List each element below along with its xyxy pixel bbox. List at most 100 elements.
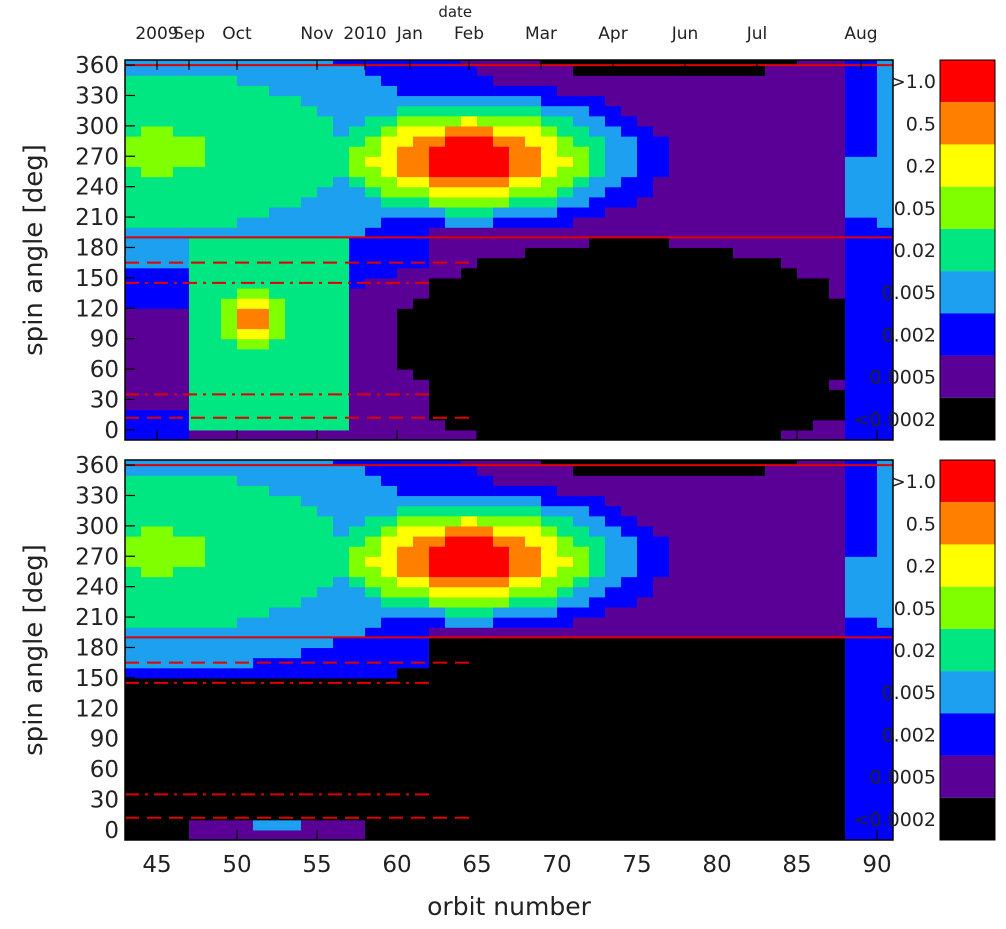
heatmap-cell — [173, 156, 190, 167]
heatmap-cell — [477, 789, 494, 801]
heatmap-cell — [765, 475, 782, 486]
heatmap-cell — [685, 75, 702, 86]
heatmap-cell — [221, 475, 238, 486]
heatmap-cell — [717, 596, 734, 608]
heatmap-cell — [189, 637, 206, 649]
heatmap-cell — [605, 738, 622, 750]
heatmap-cell — [781, 546, 798, 557]
heatmap-cell — [397, 495, 414, 507]
heatmap-cell — [541, 247, 558, 259]
heatmap-cell — [349, 465, 366, 476]
heatmap-cell — [717, 758, 734, 770]
heatmap-cell — [653, 298, 670, 309]
heatmap-cell — [797, 409, 814, 421]
heatmap-cell — [221, 399, 238, 411]
heatmap-cell — [557, 277, 574, 289]
heatmap-cell — [573, 389, 590, 401]
heatmap-cell — [413, 419, 430, 431]
heatmap-cell — [637, 369, 654, 380]
heatmap-cell — [365, 156, 382, 167]
heatmap-cell — [141, 176, 158, 188]
heatmap-cell — [525, 389, 542, 401]
heatmap-cell — [733, 125, 750, 137]
heatmap-cell — [317, 348, 334, 360]
heatmap-cell — [877, 799, 893, 811]
heatmap-cell — [717, 85, 734, 97]
heatmap-cell — [381, 536, 398, 547]
heatmap-cell — [285, 146, 302, 157]
heatmap-cell — [157, 115, 174, 127]
heatmap-cell — [189, 617, 206, 628]
heatmap-cell — [397, 156, 414, 167]
heatmap-cell — [429, 288, 446, 299]
heatmap-cell — [605, 328, 622, 340]
heatmap-cell — [237, 399, 254, 411]
heatmap-cell — [845, 85, 862, 97]
heatmap-cell — [653, 227, 670, 238]
heatmap-cell — [413, 748, 430, 760]
heatmap-cell — [141, 829, 158, 840]
heatmap-cell — [445, 627, 462, 638]
heatmap-cell — [877, 298, 893, 309]
heatmap-cell — [413, 267, 430, 279]
heatmap-cell — [813, 738, 830, 750]
heatmap-cell — [621, 647, 638, 659]
heatmap-cell — [365, 379, 382, 390]
heatmap-cell — [301, 399, 318, 411]
heatmap-cell — [829, 136, 846, 147]
heatmap-cell — [557, 556, 574, 567]
heatmap-cell — [717, 576, 734, 588]
heatmap-cell — [173, 369, 190, 380]
heatmap-cell — [381, 338, 398, 350]
heatmap-cell — [189, 298, 206, 309]
heatmap-cell — [205, 298, 222, 309]
heatmap-cell — [157, 176, 174, 188]
heatmap-cell — [781, 617, 798, 628]
heatmap-cell — [653, 369, 670, 380]
heatmap-cell — [525, 475, 542, 486]
heatmap-cell — [765, 566, 782, 578]
heatmap-cell — [685, 809, 702, 821]
date-tick-label: Jan — [396, 24, 423, 44]
heatmap-cell — [653, 308, 670, 319]
heatmap-cell — [285, 65, 302, 76]
heatmap-cell — [413, 475, 430, 486]
heatmap-cell — [477, 465, 494, 476]
heatmap-cell — [653, 809, 670, 821]
heatmap-cell — [301, 308, 318, 319]
heatmap-cell — [669, 65, 686, 76]
y-tick-label: 330 — [75, 83, 119, 109]
heatmap-cell — [333, 586, 350, 598]
heatmap-cell — [413, 176, 430, 188]
heatmap-cell — [701, 708, 718, 719]
heatmap-cell — [413, 779, 430, 790]
heatmap-cell — [861, 358, 878, 370]
heatmap-cell — [621, 667, 638, 679]
heatmap-cell — [845, 606, 862, 618]
heatmap-cell — [269, 637, 286, 649]
heatmap-cell — [525, 328, 542, 340]
heatmap-cell — [237, 348, 254, 360]
heatmap-cell — [541, 769, 558, 780]
heatmap-cell — [397, 708, 414, 719]
heatmap-cell — [557, 237, 574, 249]
heatmap-cell — [413, 318, 430, 330]
heatmap-cell — [637, 465, 654, 476]
heatmap-cell — [749, 358, 766, 370]
heatmap-cell — [253, 267, 270, 279]
heatmap-cell — [301, 576, 318, 588]
heatmap-cell — [717, 146, 734, 157]
heatmap-cell — [205, 60, 222, 66]
heatmap-cell — [125, 525, 142, 537]
heatmap-cell — [301, 176, 318, 188]
heatmap-cell — [781, 379, 798, 390]
heatmap-cell — [845, 95, 862, 107]
heatmap-cell — [445, 667, 462, 679]
heatmap-cell — [141, 429, 158, 440]
heatmap-cell — [141, 779, 158, 790]
heatmap-cell — [365, 637, 382, 649]
heatmap-cell — [813, 546, 830, 557]
heatmap-cell — [717, 348, 734, 360]
heatmap-cell — [765, 688, 782, 699]
heatmap-cell — [525, 596, 542, 608]
